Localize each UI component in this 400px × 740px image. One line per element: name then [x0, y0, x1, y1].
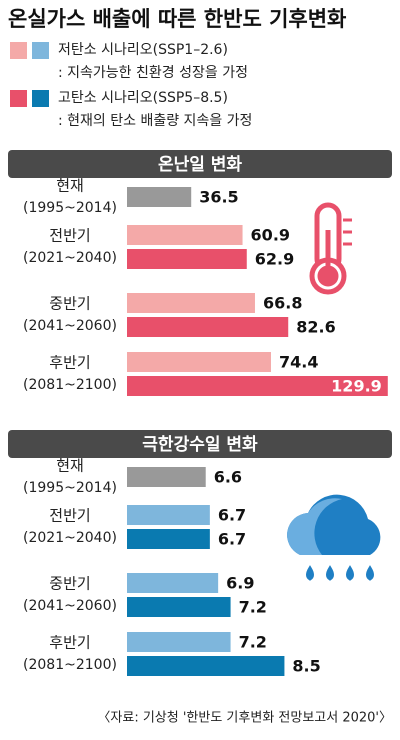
- bar: [127, 293, 255, 313]
- period-label: (2081~2100): [23, 377, 117, 393]
- category-label: 현재: [56, 457, 84, 475]
- bar: [127, 352, 271, 372]
- category-label: 전반기: [49, 227, 90, 245]
- value-label: 62.9: [255, 250, 294, 269]
- thermometer-icon: [309, 202, 352, 295]
- bar: [127, 249, 247, 269]
- period-label: (2021~2040): [23, 530, 117, 546]
- period-label: (1995~2014): [23, 480, 117, 496]
- legend-description: : 지속가능한 친환경 성장을 가정: [58, 65, 248, 81]
- bar: [127, 505, 210, 525]
- bar: [127, 225, 243, 245]
- value-label: 129.9: [331, 377, 382, 396]
- value-label: 7.2: [239, 598, 267, 617]
- category-label: 중반기: [49, 295, 90, 313]
- section-title: 극한강수일 변화: [142, 435, 258, 455]
- bar: [127, 187, 192, 207]
- period-label: (1995~2014): [23, 200, 117, 216]
- section-header: [8, 150, 392, 178]
- value-label: 74.4: [279, 353, 318, 372]
- bar: [127, 656, 285, 676]
- category-label: 중반기: [49, 575, 90, 593]
- period-label: (2021~2040): [23, 250, 117, 266]
- value-label: 6.7: [218, 530, 246, 549]
- source: 〈자료: 기상청 '한반도 기후변화 전망보고서 2020'〉: [97, 711, 392, 726]
- value-label: 8.5: [292, 657, 320, 676]
- section-header: [8, 430, 392, 458]
- category-label: 후반기: [49, 634, 90, 652]
- bar: [127, 317, 289, 337]
- legend-swatch: [32, 42, 49, 59]
- bar: [127, 467, 206, 487]
- section-title: 온난일 변화: [158, 155, 242, 175]
- legend-swatch: [32, 90, 49, 107]
- legend-swatch: [10, 90, 27, 107]
- category-label: 현재: [56, 177, 84, 195]
- value-label: 36.5: [199, 188, 238, 207]
- bar: [127, 376, 388, 396]
- period-label: (2041~2060): [23, 598, 117, 614]
- value-label: 6.6: [214, 468, 242, 487]
- category-label: 전반기: [49, 507, 90, 525]
- value-label: 6.7: [218, 506, 246, 525]
- legend-description: : 현재의 탄소 배출량 지속을 가정: [58, 113, 252, 129]
- bar: [127, 573, 219, 593]
- value-label: 7.2: [239, 633, 267, 652]
- rain-cloud-icon: [287, 494, 381, 581]
- legend-swatch: [10, 42, 27, 59]
- title: 온실가스 배출에 따른 한반도 기후변화: [8, 7, 347, 31]
- value-label: 6.9: [226, 574, 254, 593]
- bar: [127, 529, 210, 549]
- period-label: (2081~2100): [23, 657, 117, 673]
- value-label: 60.9: [251, 226, 290, 245]
- value-label: 66.8: [263, 294, 302, 313]
- legend-name: 고탄소 시나리오(SSP5–8.5): [58, 90, 228, 106]
- category-label: 후반기: [49, 354, 90, 372]
- legend-name: 저탄소 시나리오(SSP1–2.6): [58, 42, 228, 58]
- bar: [127, 632, 231, 652]
- value-label: 82.6: [296, 318, 335, 337]
- period-label: (2041~2060): [23, 318, 117, 334]
- bar: [127, 597, 231, 617]
